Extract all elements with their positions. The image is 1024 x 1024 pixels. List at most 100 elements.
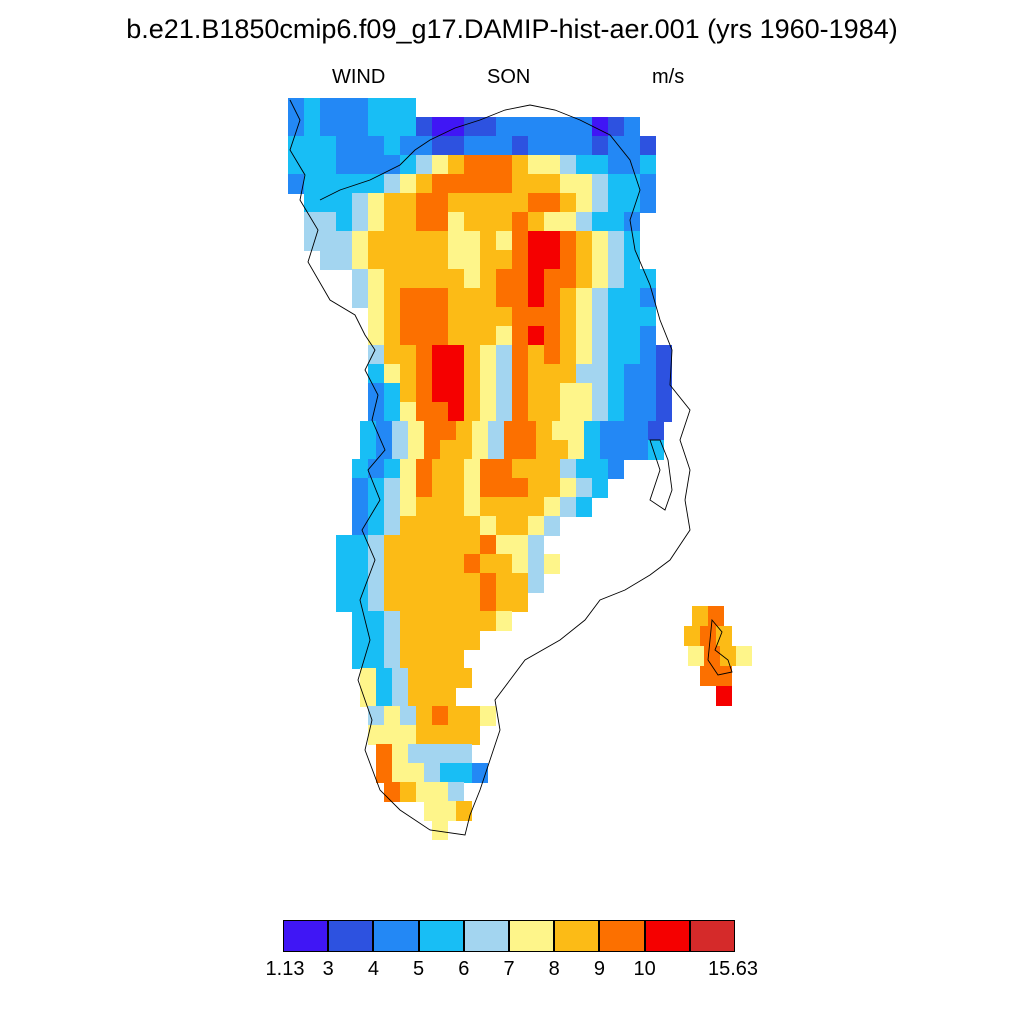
wind-cell	[464, 402, 480, 422]
wind-cell	[352, 649, 368, 669]
wind-cell	[528, 174, 544, 194]
wind-cell	[464, 364, 480, 384]
wind-cell	[592, 269, 608, 289]
wind-cell	[528, 212, 544, 232]
wind-cell	[368, 592, 384, 612]
wind-cell	[464, 136, 480, 156]
wind-cell	[632, 421, 648, 441]
wind-cell	[448, 573, 464, 593]
wind-cell	[424, 744, 440, 764]
wind-cell	[512, 174, 528, 194]
wind-cell	[560, 459, 576, 479]
wind-cell	[400, 573, 416, 593]
wind-cell	[384, 649, 400, 669]
wind-cell	[640, 402, 656, 422]
wind-cell	[448, 383, 464, 403]
wind-cell	[424, 421, 440, 441]
wind-cell	[632, 440, 648, 460]
wind-cell	[384, 535, 400, 555]
wind-cell	[496, 174, 512, 194]
wind-cell	[352, 193, 368, 213]
wind-cell	[432, 554, 448, 574]
wind-cell	[600, 440, 616, 460]
wind-cell	[560, 402, 576, 422]
wind-cell	[304, 174, 320, 194]
wind-cell	[368, 402, 384, 422]
wind-cell	[656, 345, 672, 365]
wind-cell	[656, 364, 672, 384]
wind-cell	[400, 174, 416, 194]
wind-cell	[376, 668, 392, 688]
wind-cell	[448, 402, 464, 422]
wind-cell	[560, 193, 576, 213]
wind-cell	[480, 117, 496, 137]
wind-cell	[512, 345, 528, 365]
wind-cell	[400, 649, 416, 669]
wind-cell	[384, 326, 400, 346]
wind-cell	[608, 402, 624, 422]
wind-cell	[368, 269, 384, 289]
wind-cell	[480, 212, 496, 232]
wind-cell	[528, 478, 544, 498]
wind-cell	[336, 212, 352, 232]
wind-cell	[416, 573, 432, 593]
wind-cell	[400, 516, 416, 536]
wind-cell	[440, 668, 456, 688]
wind-cell	[384, 307, 400, 327]
wind-cell	[400, 459, 416, 479]
wind-cell	[368, 478, 384, 498]
coastline-island	[707, 618, 733, 676]
wind-cell	[336, 535, 352, 555]
wind-cell	[416, 307, 432, 327]
wind-cell	[640, 383, 656, 403]
wind-cell	[400, 706, 416, 726]
wind-cell	[352, 98, 368, 118]
wind-cell	[576, 326, 592, 346]
wind-cell	[288, 136, 304, 156]
wind-cell	[576, 459, 592, 479]
wind-cell	[464, 478, 480, 498]
colorbar-box	[418, 920, 464, 952]
wind-cell	[512, 193, 528, 213]
wind-cell	[512, 250, 528, 270]
wind-cell	[464, 269, 480, 289]
wind-cell	[416, 782, 432, 802]
wind-cell	[544, 250, 560, 270]
wind-cell	[336, 155, 352, 175]
wind-cell	[392, 687, 408, 707]
wind-cell	[416, 516, 432, 536]
wind-cell	[480, 535, 496, 555]
wind-cell	[336, 231, 352, 251]
wind-cell	[544, 231, 560, 251]
wind-cell	[656, 402, 672, 422]
wind-cell	[560, 269, 576, 289]
wind-cell	[392, 668, 408, 688]
wind-cell	[464, 573, 480, 593]
wind-cell	[480, 554, 496, 574]
wind-cell	[336, 193, 352, 213]
wind-cell	[480, 136, 496, 156]
wind-cell	[592, 288, 608, 308]
wind-cell	[368, 307, 384, 327]
wind-cell	[336, 573, 352, 593]
wind-cell	[336, 554, 352, 574]
wind-cell	[400, 98, 416, 118]
wind-cell	[624, 326, 640, 346]
wind-cell	[544, 269, 560, 289]
wind-cell	[592, 155, 608, 175]
wind-cell	[560, 345, 576, 365]
wind-cell	[408, 763, 424, 783]
wind-cell	[416, 706, 432, 726]
wind-cell	[384, 706, 400, 726]
wind-cell	[368, 98, 384, 118]
wind-cell	[368, 535, 384, 555]
wind-cell	[700, 626, 716, 646]
wind-cell	[512, 326, 528, 346]
wind-cell	[368, 326, 384, 346]
wind-cell	[352, 459, 368, 479]
wind-cell	[608, 174, 624, 194]
wind-cell	[432, 516, 448, 536]
wind-cell	[400, 383, 416, 403]
wind-cell	[528, 516, 544, 536]
